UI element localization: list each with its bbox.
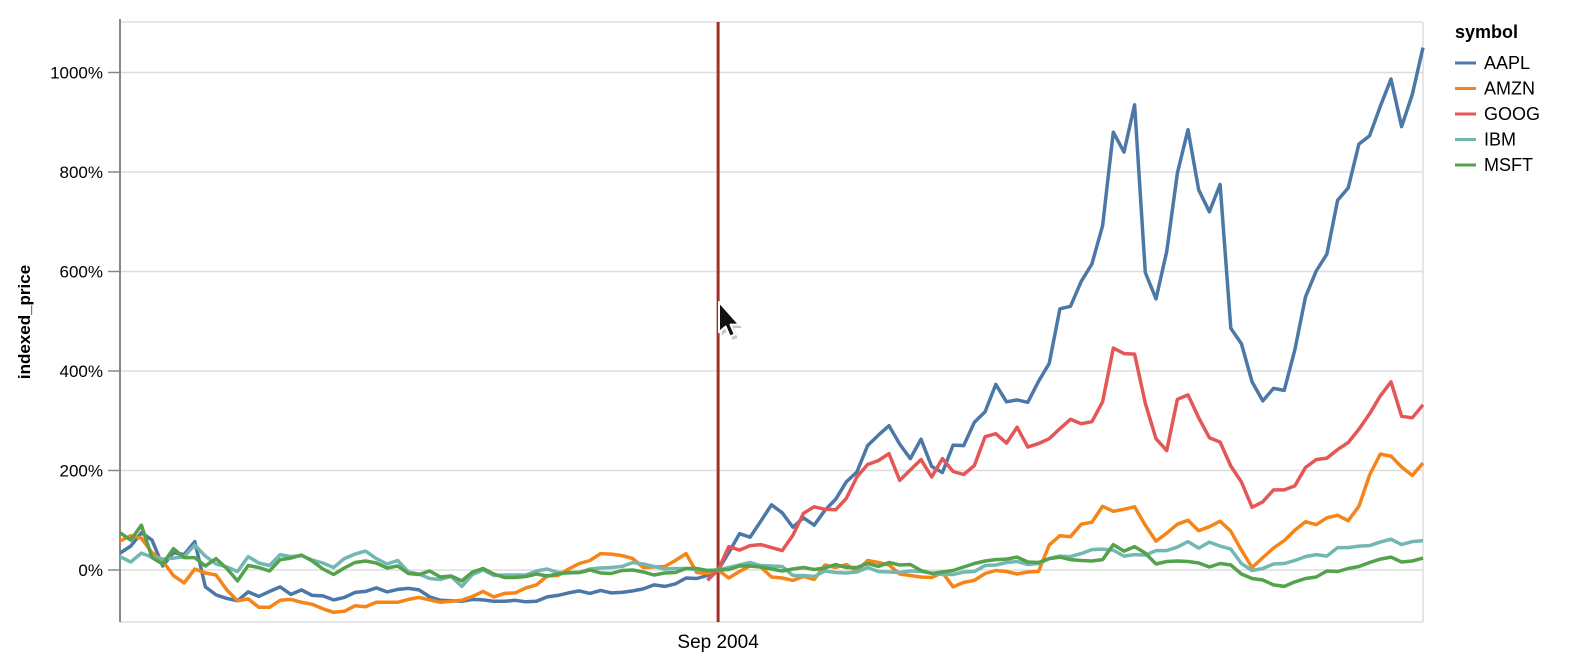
legend-label: AMZN — [1484, 79, 1535, 99]
legend-label: IBM — [1484, 130, 1516, 150]
y-tick-label: 400% — [60, 362, 103, 381]
legend-label: AAPL — [1484, 53, 1530, 73]
plot-border — [119, 19, 1424, 623]
y-tick-label: 0% — [78, 561, 103, 580]
mouse-cursor-icon — [718, 301, 742, 340]
series-lines — [119, 47, 1425, 615]
legend-item-msft: MSFT — [1455, 155, 1533, 175]
index-rule-label: Sep 2004 — [677, 632, 759, 653]
legend: symbol AAPL AMZN GOOG IBM MSFT — [1455, 22, 1540, 175]
y-axis-title: indexed_price — [15, 265, 34, 379]
legend-title: symbol — [1455, 22, 1518, 42]
gridlines — [120, 71, 1423, 571]
y-tick-label: 200% — [60, 462, 103, 481]
legend-item-amzn: AMZN — [1455, 79, 1535, 99]
series-line-msft — [119, 523, 1424, 589]
series-line-aapl — [119, 47, 1425, 604]
legend-item-aapl: AAPL — [1455, 53, 1530, 73]
legend-label: GOOG — [1484, 104, 1540, 124]
legend-item-goog: GOOG — [1455, 104, 1540, 124]
y-tick-label: 1000% — [50, 64, 103, 83]
y-tick-label: 600% — [60, 263, 103, 282]
series-line-goog — [706, 346, 1425, 582]
y-axis: 0% 200% 400% 600% 800% 1000% — [50, 64, 120, 580]
legend-item-ibm: IBM — [1455, 130, 1516, 150]
series-line-amzn — [119, 452, 1425, 615]
series-line-ibm — [119, 537, 1424, 589]
legend-label: MSFT — [1484, 155, 1533, 175]
y-tick-label: 800% — [60, 163, 103, 182]
